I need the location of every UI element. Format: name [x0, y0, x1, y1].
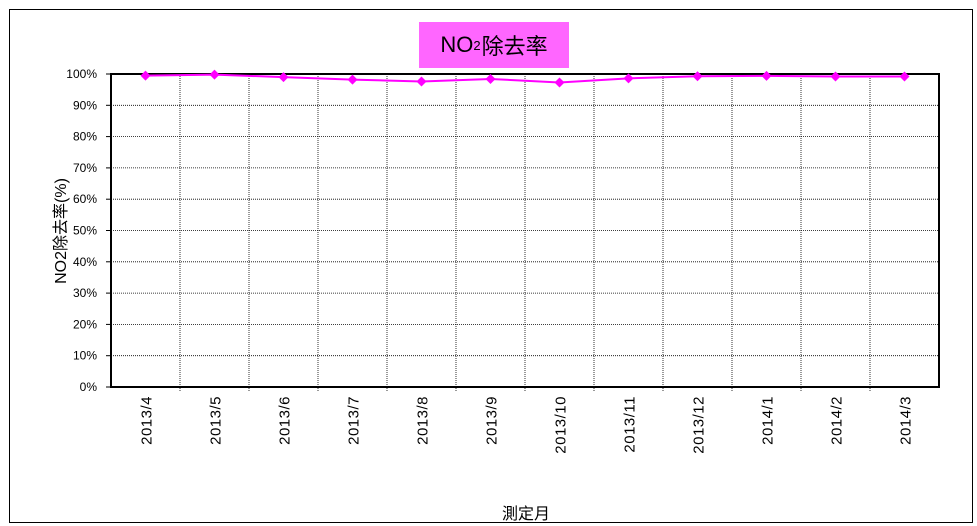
- x-tick-label: 2013/9: [484, 396, 501, 445]
- data-point-marker: [830, 71, 841, 82]
- chart-title: NO 2 除去率: [419, 22, 569, 68]
- series-line: [140, 69, 910, 88]
- chart-frame: [9, 9, 973, 523]
- data-point-marker: [692, 71, 703, 82]
- y-tick-label: 100%: [66, 67, 97, 81]
- data-point-marker: [416, 76, 427, 87]
- x-tick-label: 2013/8: [415, 396, 432, 445]
- y-tick-label: 80%: [73, 130, 97, 144]
- y-tick-label: 90%: [73, 98, 97, 112]
- data-point-marker: [623, 73, 634, 84]
- y-tick-label: 20%: [73, 317, 97, 331]
- y-tick-label: 10%: [73, 349, 97, 363]
- plot-area: [110, 73, 940, 388]
- chart-title-main: NO: [440, 32, 474, 57]
- x-axis-label: 測定月: [502, 505, 550, 523]
- x-tick-label: 2013/6: [277, 396, 294, 445]
- data-point-marker: [209, 69, 220, 80]
- chart-title-rest: 除去率: [481, 34, 548, 59]
- x-tick-label: 2013/10: [553, 396, 570, 454]
- x-tick-label: 2014/3: [898, 396, 915, 445]
- y-tick-label: 60%: [73, 192, 97, 206]
- y-tick-label: 70%: [73, 161, 97, 175]
- data-point-marker: [140, 70, 151, 81]
- y-tick-label: 40%: [73, 255, 97, 269]
- data-point-marker: [761, 70, 772, 81]
- y-tick-label: 0%: [80, 380, 98, 394]
- x-tick-label: 2013/11: [622, 396, 639, 453]
- x-tick-label: 2013/7: [346, 396, 363, 445]
- data-point-marker: [278, 72, 289, 83]
- data-point-marker: [347, 74, 358, 85]
- chart-title-subscript: 2: [473, 37, 481, 53]
- series-polyline: [145, 73, 905, 84]
- data-point-marker: [554, 77, 565, 88]
- grid-lines: [106, 73, 939, 392]
- x-tick-label: 2013/5: [208, 396, 225, 445]
- x-tick-label: 2014/1: [760, 396, 777, 445]
- y-tick-labels: 0% 10% 20% 30% 40% 50% 60% 70% 80% 90% 100%: [66, 67, 97, 394]
- x-tick-labels: 2013/4 2013/5 2013/6 2013/7 2013/8 2013/9 2013…: [139, 396, 915, 454]
- y-tick-label: 50%: [73, 224, 97, 238]
- data-point-marker: [899, 71, 910, 82]
- data-point-marker: [485, 74, 496, 85]
- x-tick-label: 2013/12: [691, 396, 708, 454]
- x-tick-label: 2013/4: [139, 396, 156, 445]
- y-axis-label: NO2除去率(%): [52, 178, 70, 284]
- x-tick-label: 2014/2: [829, 396, 846, 445]
- y-tick-label: 30%: [73, 286, 97, 300]
